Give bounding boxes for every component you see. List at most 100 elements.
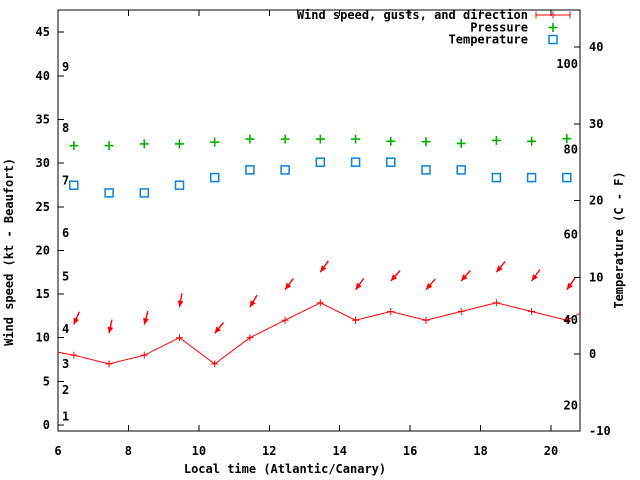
- pressure-point-marker: [104, 141, 114, 151]
- gust-direction-arrow: [107, 319, 114, 334]
- wind-point-marker: [492, 299, 500, 307]
- temperature-point-marker: [174, 180, 185, 190]
- beaufort-scale-label: 6: [62, 226, 69, 240]
- arrow-head-icon: [461, 274, 468, 281]
- arrow-head-icon: [107, 326, 114, 334]
- temperature-point-marker: [280, 165, 290, 175]
- gust-direction-arrow: [495, 260, 506, 273]
- temperature-tick-label: 20: [589, 194, 603, 208]
- wind-point-marker: [316, 299, 324, 307]
- plot-border: [57, 9, 581, 432]
- gust-direction-arrow: [249, 294, 258, 308]
- pressure-point-marker: [421, 137, 431, 147]
- beaufort-scale-label: 4: [62, 322, 69, 336]
- gust-direction-arrow: [355, 277, 365, 291]
- arrow-head-icon: [531, 274, 538, 281]
- beaufort-scale-label: 3: [62, 357, 69, 371]
- series-temperature: [69, 157, 572, 198]
- temperature-point-marker: [209, 172, 220, 183]
- temperature-point-marker: [491, 172, 502, 183]
- wind-tick-label: 20: [36, 243, 50, 257]
- legend-label-wind: Wind speed, gusts, and direction: [297, 8, 528, 22]
- legend: Wind speed, gusts, and direction Pressur…: [297, 8, 571, 47]
- pressure-point-marker: [174, 139, 184, 149]
- gust-direction-arrow: [566, 277, 576, 291]
- arrow-head-icon: [73, 317, 79, 325]
- pressure-point-marker: [386, 136, 396, 146]
- arrow-head-icon: [390, 274, 398, 281]
- pressure-point-marker: [245, 134, 255, 144]
- arrow-head-icon: [426, 283, 433, 290]
- x-tick-label: 14: [332, 444, 346, 458]
- temperature-tick-label: 30: [589, 117, 603, 131]
- pressure-point-marker: [456, 138, 466, 148]
- temperature-tick-label: -10: [589, 424, 611, 438]
- pressure-point-marker: [527, 136, 537, 146]
- beaufort-scale-label: 9: [62, 60, 69, 74]
- fahrenheit-scale-label: 60: [564, 228, 578, 242]
- beaufort-scale-label: 1: [62, 409, 69, 423]
- x-tick-label: 10: [192, 444, 206, 458]
- x-tick-label: 6: [54, 444, 61, 458]
- fahrenheit-scale-label: 80: [564, 142, 578, 156]
- legend-sample-pressure-icon: [548, 23, 558, 32]
- wind-point-marker: [387, 308, 395, 316]
- legend-sample-wind-icon: [535, 11, 571, 19]
- gust-direction-arrow: [73, 311, 80, 325]
- pressure-point-marker: [315, 134, 325, 144]
- arrow-head-icon: [566, 282, 573, 290]
- gust-direction-arrow: [425, 278, 436, 291]
- wind-tick-label: 15: [36, 287, 50, 301]
- x-tick-label: 16: [403, 444, 417, 458]
- beaufort-scale-label: 5: [62, 270, 69, 284]
- temperature-tick-label: 10: [589, 270, 603, 284]
- wind-tick-label: 0: [43, 418, 50, 432]
- beaufort-scale-label: 2: [62, 383, 69, 397]
- fahrenheit-scale-label: 20: [564, 398, 578, 412]
- wind-tick-label: 35: [36, 112, 50, 126]
- wind-point-marker: [211, 360, 219, 368]
- pressure-point-marker: [351, 134, 361, 144]
- gust-direction-arrow: [214, 322, 225, 334]
- gust-direction-arrow: [319, 260, 329, 273]
- legend-label-temperature: Temperature: [449, 33, 528, 47]
- wind-tick-label: 30: [36, 156, 50, 170]
- temperature-point-marker: [456, 165, 466, 175]
- gust-direction-arrow: [284, 277, 294, 291]
- legend-sample-temperature-icon: [548, 34, 558, 45]
- fahrenheit-scale-label: 40: [564, 313, 578, 327]
- wind-point-marker: [246, 334, 254, 342]
- wind-tick-label: 40: [36, 69, 50, 83]
- beaufort-scale-label: 7: [62, 174, 69, 188]
- x-axis-label: Local time (Atlantic/Canary): [184, 462, 386, 476]
- gust-direction-arrow: [143, 310, 149, 325]
- y-axis-label-temperature: Temperature (C - F): [612, 171, 626, 308]
- gust-direction-arrow: [531, 269, 541, 282]
- axes-layer: 6 8 10 12 14 16 18 20051015202530354045-1001020…: [36, 9, 611, 458]
- pressure-point-marker: [210, 137, 220, 147]
- arrow-head-icon: [496, 265, 503, 273]
- temperature-tick-label: 0: [589, 347, 596, 361]
- wind-point-marker: [563, 316, 571, 324]
- series-pressure: [69, 134, 572, 151]
- temperature-point-marker: [526, 172, 537, 183]
- legend-label-pressure: Pressure: [470, 21, 528, 35]
- wind-tick-label: 5: [43, 374, 50, 388]
- temperature-point-marker: [350, 157, 361, 167]
- series-layer: [57, 134, 581, 368]
- scale-labels-layer: 1 2 3 4 5 6 7 8 9 20 40 60 80 100: [62, 57, 578, 423]
- gust-direction-arrow: [177, 293, 184, 308]
- fahrenheit-scale-label: 100: [556, 57, 578, 71]
- temperature-point-marker: [69, 180, 79, 190]
- wind-point-marker: [105, 360, 113, 368]
- y-axis-label-wind: Wind speed (kt - Beaufort): [2, 158, 16, 346]
- wind-point-marker: [140, 351, 148, 359]
- temperature-point-marker: [104, 188, 114, 198]
- arrow-head-icon: [285, 282, 292, 290]
- wind-point-marker: [422, 316, 430, 324]
- temperature-point-marker: [315, 157, 326, 167]
- temperature-tick-label: 40: [589, 40, 603, 54]
- wind-point-marker: [352, 316, 360, 324]
- wind-speed-line: [57, 302, 581, 365]
